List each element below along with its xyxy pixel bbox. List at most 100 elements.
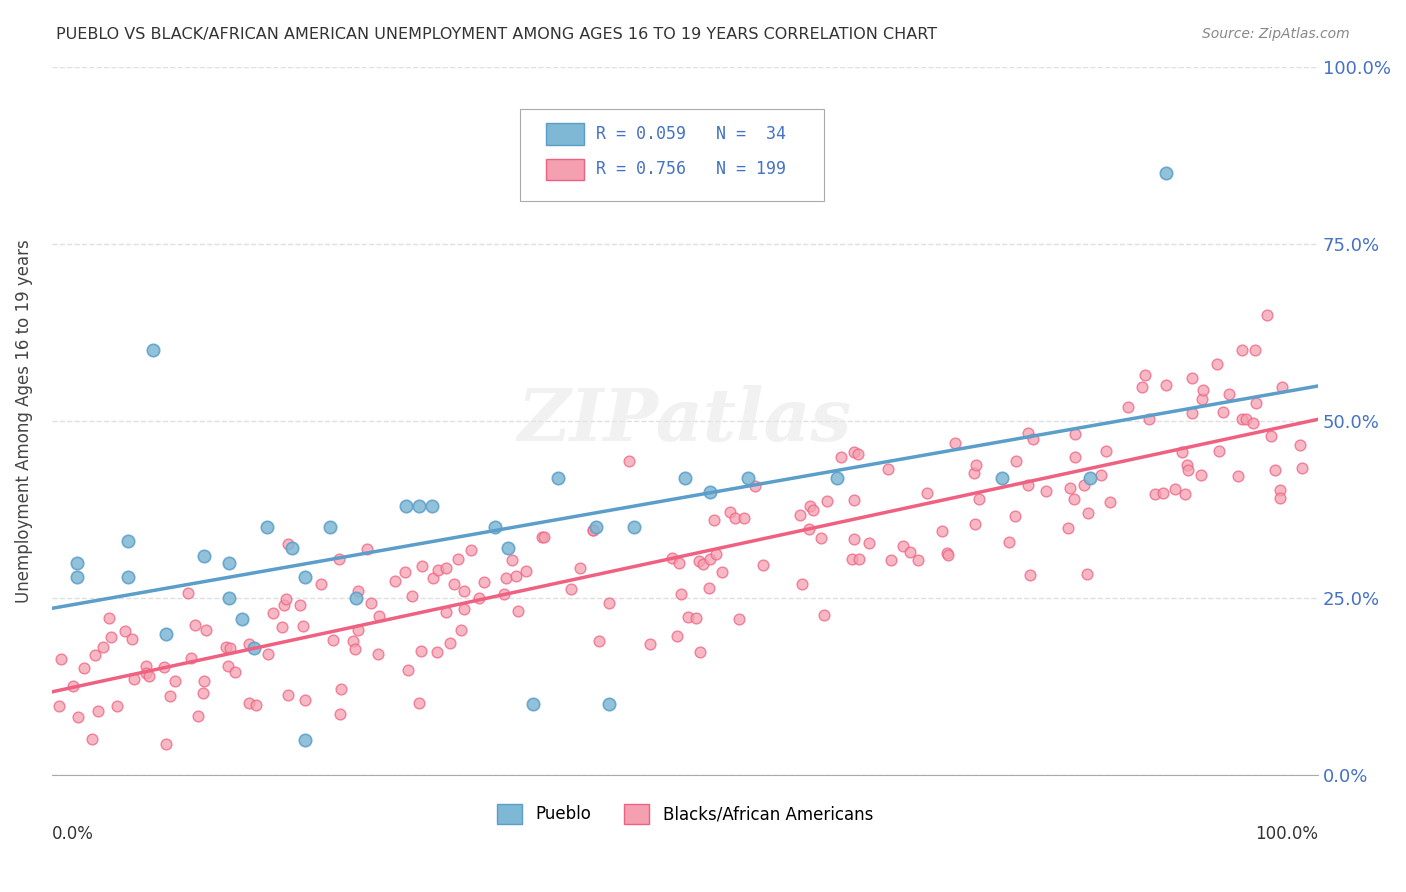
Point [193,674,215,689]
Point [184,618,207,632]
Point [965,458,987,472]
Point [195,623,218,637]
Point [165,673,187,688]
Point [319,520,342,534]
Point [661,550,683,565]
Point [426,563,449,577]
Point [711,565,734,579]
Point [262,606,284,620]
Point [1059,482,1081,496]
Point [1022,432,1045,446]
Point [215,640,238,655]
Point [434,606,457,620]
Point [134,659,156,673]
Point [496,541,519,556]
Point [436,561,458,575]
Point [688,553,710,567]
Point [426,645,449,659]
Point [810,531,832,545]
Point [598,596,620,610]
Point [718,505,741,519]
Point [876,461,898,475]
Point [159,689,181,703]
Point [1017,478,1039,492]
Point [943,435,966,450]
Point [733,510,755,524]
Point [271,620,294,634]
Point [155,737,177,751]
Point [703,513,725,527]
Point [153,660,176,674]
Point [243,640,266,655]
Point [1243,343,1265,357]
Point [751,558,773,572]
Point [217,658,239,673]
Point [697,581,720,595]
Point [238,696,260,710]
Point [1078,470,1101,484]
Point [277,688,299,702]
Point [623,520,645,534]
Point [447,552,470,566]
Point [530,530,553,544]
Point [409,644,432,658]
Bar [546,159,583,180]
Point [560,582,582,597]
Point [281,541,304,556]
Point [411,559,433,574]
Point [515,564,537,578]
Point [1154,378,1177,392]
Point [1230,411,1253,425]
Point [1064,426,1087,441]
Point [1098,495,1121,509]
Point [87,704,110,718]
Text: PUEBLO VS BLACK/AFRICAN AMERICAN UNEMPLOYMENT AMONG AGES 16 TO 19 YEARS CORRELAT: PUEBLO VS BLACK/AFRICAN AMERICAN UNEMPLO… [56,27,938,42]
Point [569,561,592,575]
Point [396,663,419,677]
Point [245,698,267,713]
Text: 100.0%: 100.0% [1256,825,1319,843]
Point [704,547,727,561]
Point [384,574,406,588]
Point [801,503,824,517]
Point [858,536,880,550]
Point [1192,383,1215,397]
Point [177,586,200,600]
Point [1205,357,1227,371]
Point [501,552,523,566]
Point [582,524,605,538]
Point [1230,343,1253,357]
Point [356,541,378,556]
Point [533,530,555,544]
Point [728,612,751,626]
Point [360,596,382,610]
Text: 0.0%: 0.0% [52,825,94,843]
Point [420,499,443,513]
Point [219,641,242,656]
Point [506,603,529,617]
Point [394,565,416,579]
Point [84,648,107,662]
Point [309,576,332,591]
Point [848,551,870,566]
Point [699,552,721,566]
Legend: Pueblo, Blacks/African Americans: Pueblo, Blacks/African Americans [491,797,880,830]
Point [505,569,527,583]
Point [288,598,311,612]
Bar [546,123,583,145]
Point [347,583,370,598]
Point [453,602,475,616]
Point [1174,487,1197,501]
Point [797,522,820,536]
Point [1164,482,1187,496]
Point [347,624,370,638]
Point [842,532,865,546]
Point [1116,400,1139,414]
Point [329,707,352,722]
Point [1271,380,1294,394]
Point [799,499,821,513]
Point [450,623,472,637]
Point [368,609,391,624]
Point [114,624,136,639]
Point [1191,392,1213,406]
